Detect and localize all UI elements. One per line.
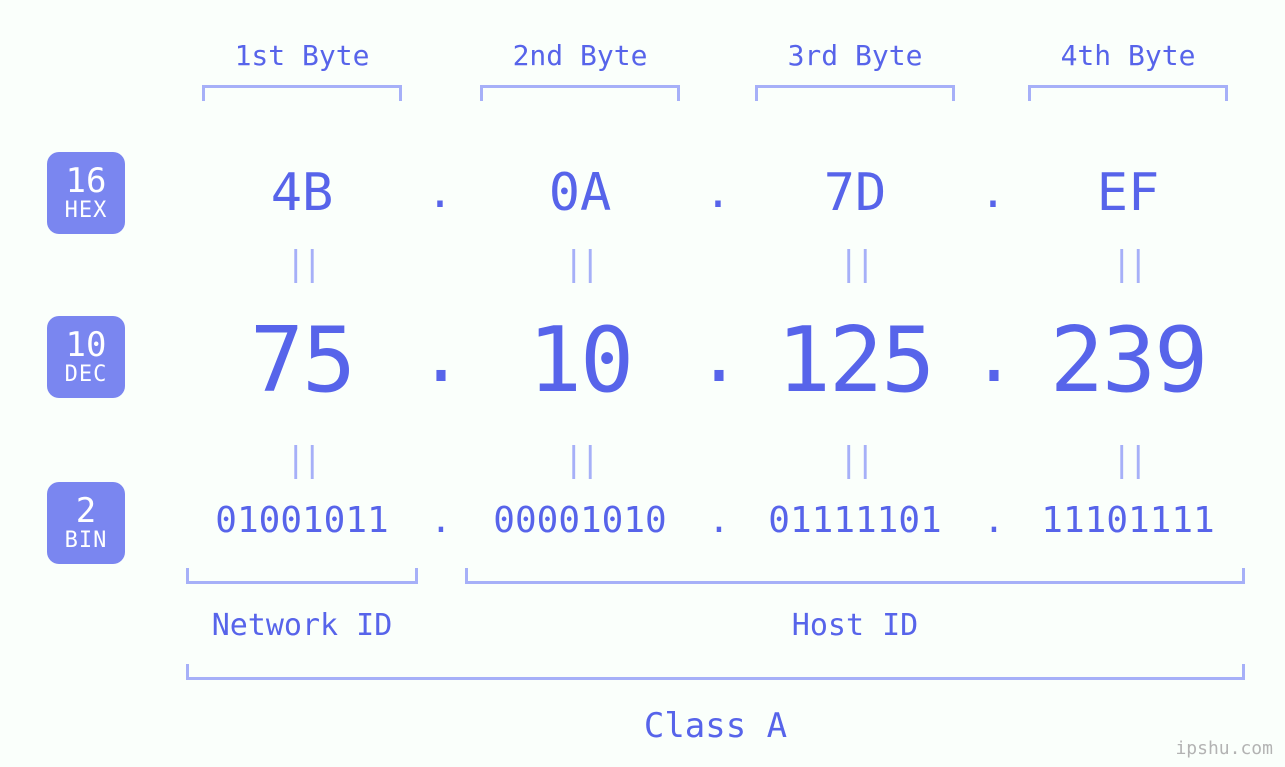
label-class: Class A (186, 706, 1245, 746)
hex-byte-2: 0A (475, 163, 685, 223)
equals-1-1: || (197, 244, 407, 284)
badge-dec: 10 DEC (47, 316, 125, 398)
badge-hex: 16 HEX (47, 152, 125, 234)
watermark: ipshu.com (1175, 738, 1273, 759)
badge-hex-label: HEX (65, 199, 108, 222)
bin-byte-3: 01111101 (739, 500, 971, 541)
byte-header-4: 4th Byte (1023, 39, 1233, 72)
equals-2-2: || (475, 440, 685, 480)
equals-1-3: || (750, 244, 960, 284)
bracket-byte-4 (1028, 85, 1228, 101)
equals-2-4: || (1023, 440, 1233, 480)
label-network-id: Network ID (186, 608, 418, 643)
badge-bin-num: 2 (76, 494, 96, 530)
equals-2-1: || (197, 440, 407, 480)
badge-dec-label: DEC (65, 363, 108, 386)
bracket-host-id (465, 568, 1245, 584)
hex-dot-2: . (693, 167, 743, 218)
bin-dot-1: . (421, 500, 461, 541)
hex-byte-3: 7D (750, 163, 960, 223)
dec-byte-1: 75 (167, 308, 437, 413)
bracket-byte-3 (755, 85, 955, 101)
badge-dec-num: 10 (66, 328, 107, 364)
bin-byte-4: 11101111 (1012, 500, 1244, 541)
badge-hex-num: 16 (66, 164, 107, 200)
badge-bin: 2 BIN (47, 482, 125, 564)
dec-byte-3: 125 (720, 308, 990, 413)
hex-dot-3: . (968, 167, 1018, 218)
equals-2-3: || (750, 440, 960, 480)
bracket-class (186, 664, 1245, 680)
hex-byte-4: EF (1023, 163, 1233, 223)
badge-bin-label: BIN (65, 529, 108, 552)
dec-byte-4: 239 (993, 308, 1263, 413)
bracket-byte-1 (202, 85, 402, 101)
hex-byte-1: 4B (197, 163, 407, 223)
ip-diagram: 1st Byte 2nd Byte 3rd Byte 4th Byte 16 H… (0, 0, 1285, 767)
bin-dot-2: . (699, 500, 739, 541)
bracket-network-id (186, 568, 418, 584)
label-host-id: Host ID (465, 608, 1245, 643)
hex-dot-1: . (415, 167, 465, 218)
equals-1-4: || (1023, 244, 1233, 284)
bracket-byte-2 (480, 85, 680, 101)
bin-dot-3: . (974, 500, 1014, 541)
bin-byte-2: 00001010 (464, 500, 696, 541)
byte-header-3: 3rd Byte (750, 39, 960, 72)
equals-1-2: || (475, 244, 685, 284)
byte-header-1: 1st Byte (197, 39, 407, 72)
dec-byte-2: 10 (445, 308, 715, 413)
byte-header-2: 2nd Byte (475, 39, 685, 72)
bin-byte-1: 01001011 (186, 500, 418, 541)
